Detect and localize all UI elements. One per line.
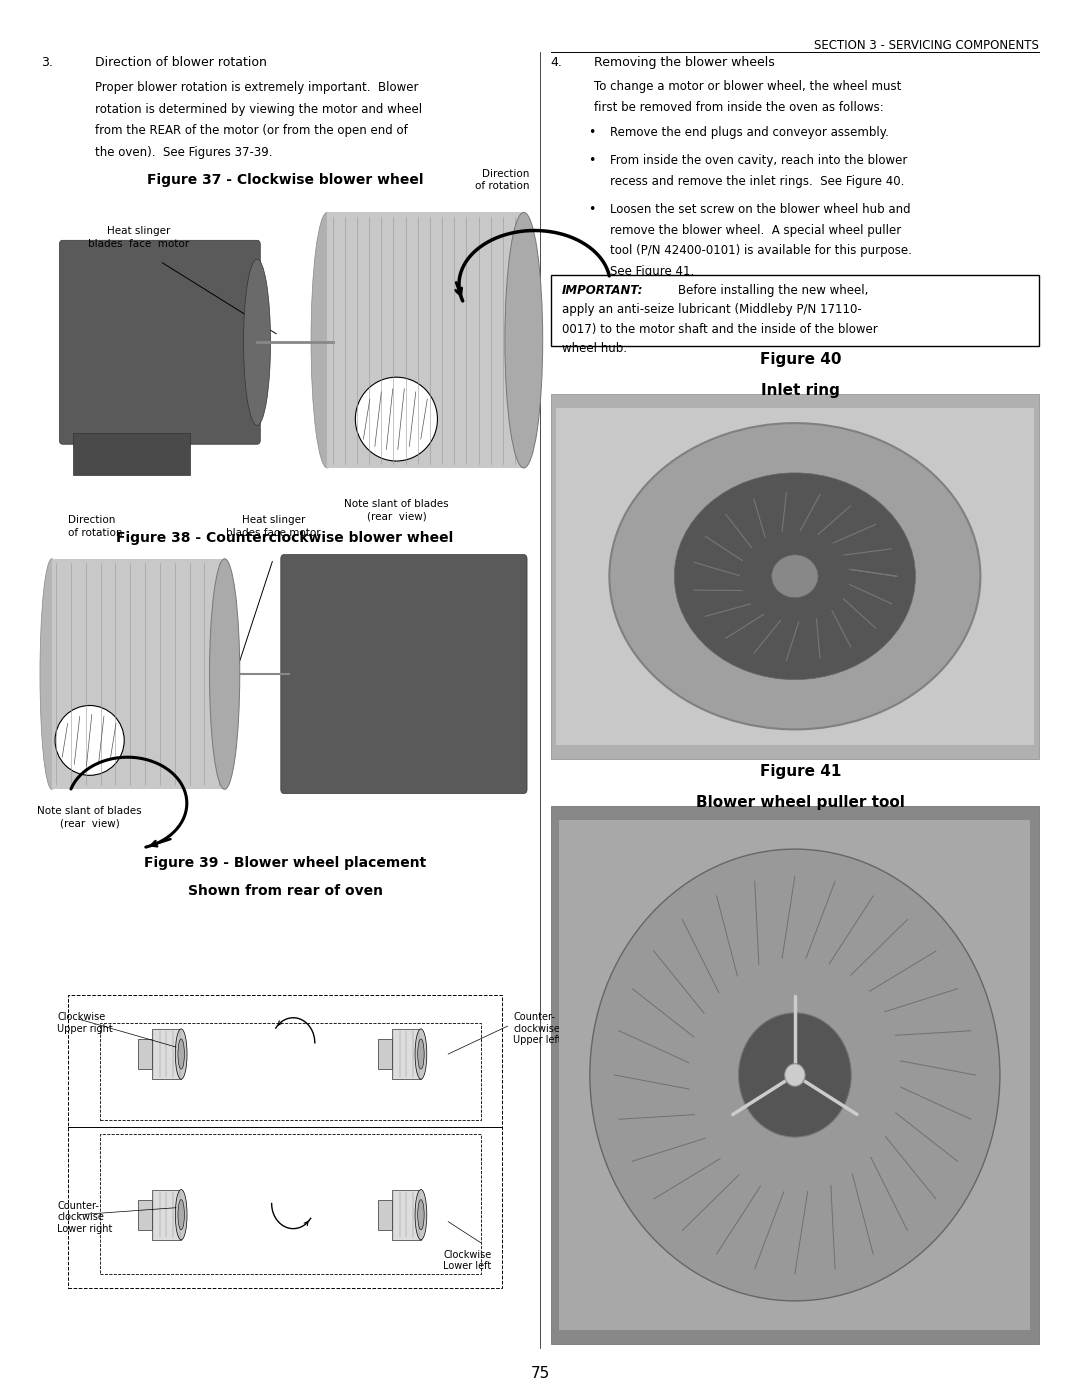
- Text: 0017) to the motor shaft and the inside of the blower: 0017) to the motor shaft and the inside …: [562, 323, 877, 335]
- Text: remove the blower wheel.  A special wheel puller: remove the blower wheel. A special wheel…: [610, 224, 902, 236]
- Text: from the REAR of the motor (or from the open end of: from the REAR of the motor (or from the …: [95, 124, 408, 137]
- Text: Clockwise
Lower left: Clockwise Lower left: [443, 1249, 491, 1271]
- Bar: [152, 1028, 181, 1078]
- Bar: [41, 198, 535, 496]
- Bar: [327, 212, 524, 468]
- Ellipse shape: [178, 1039, 185, 1069]
- Text: 3.: 3.: [41, 56, 53, 68]
- Bar: [551, 394, 1039, 759]
- Text: Loosen the set screw on the blower wheel hub and: Loosen the set screw on the blower wheel…: [610, 203, 910, 215]
- Text: See Figure 41.: See Figure 41.: [610, 265, 694, 278]
- Bar: [100, 1134, 481, 1274]
- Text: Blower wheel puller tool: Blower wheel puller tool: [696, 795, 905, 810]
- Ellipse shape: [175, 1189, 187, 1241]
- Text: Direction
of rotation: Direction of rotation: [475, 169, 529, 191]
- Ellipse shape: [739, 1013, 851, 1137]
- Text: Direction of blower rotation: Direction of blower rotation: [95, 56, 267, 68]
- Text: apply an anti-seize lubricant (Middleby P/N 17110-: apply an anti-seize lubricant (Middleby …: [562, 303, 862, 316]
- Text: Counter-
clockwise
Lower right: Counter- clockwise Lower right: [57, 1200, 112, 1234]
- Text: Inlet ring: Inlet ring: [760, 383, 840, 398]
- Text: 4.: 4.: [551, 56, 563, 68]
- Text: Direction
of rotation: Direction of rotation: [68, 515, 122, 538]
- Text: first be removed from inside the oven as follows:: first be removed from inside the oven as…: [594, 101, 883, 113]
- Ellipse shape: [590, 849, 1000, 1301]
- Bar: [378, 1200, 392, 1229]
- Bar: [556, 408, 1034, 745]
- Bar: [392, 1189, 421, 1241]
- Text: Note slant of blades
(rear  view): Note slant of blades (rear view): [38, 806, 141, 828]
- Text: wheel hub.: wheel hub.: [562, 342, 626, 355]
- Text: •: •: [589, 126, 596, 138]
- Ellipse shape: [175, 1028, 187, 1078]
- Bar: [551, 806, 1039, 1344]
- Ellipse shape: [415, 1189, 427, 1241]
- Text: Proper blower rotation is extremely important.  Blower: Proper blower rotation is extremely impo…: [95, 81, 419, 94]
- Text: Figure 40: Figure 40: [759, 352, 841, 367]
- Ellipse shape: [609, 423, 981, 729]
- Text: •: •: [589, 154, 596, 166]
- Text: Figure 41: Figure 41: [759, 764, 841, 780]
- Text: Note slant of blades
(rear  view): Note slant of blades (rear view): [345, 499, 448, 521]
- Bar: [138, 1039, 152, 1069]
- Text: To change a motor or blower wheel, the wheel must: To change a motor or blower wheel, the w…: [594, 80, 902, 92]
- Text: IMPORTANT:: IMPORTANT:: [562, 284, 643, 296]
- Bar: [152, 1189, 181, 1241]
- Ellipse shape: [504, 212, 542, 468]
- Ellipse shape: [418, 1200, 424, 1229]
- FancyBboxPatch shape: [73, 433, 190, 475]
- Bar: [100, 1023, 481, 1120]
- Bar: [378, 1039, 392, 1069]
- Text: Figure 39 - Blower wheel placement: Figure 39 - Blower wheel placement: [144, 856, 427, 870]
- Ellipse shape: [311, 212, 343, 468]
- Ellipse shape: [415, 1028, 427, 1078]
- Bar: [392, 1028, 421, 1078]
- Ellipse shape: [40, 559, 64, 789]
- Text: •: •: [589, 203, 596, 215]
- Text: SECTION 3 - SERVICING COMPONENTS: SECTION 3 - SERVICING COMPONENTS: [814, 39, 1039, 52]
- Ellipse shape: [244, 260, 271, 426]
- Text: the oven).  See Figures 37-39.: the oven). See Figures 37-39.: [95, 147, 272, 159]
- Text: Heat slinger
blades  face  motor: Heat slinger blades face motor: [87, 226, 189, 249]
- Text: From inside the oven cavity, reach into the blower: From inside the oven cavity, reach into …: [610, 154, 907, 166]
- Text: Shown from rear of oven: Shown from rear of oven: [188, 884, 382, 898]
- Ellipse shape: [210, 559, 240, 789]
- Ellipse shape: [55, 705, 124, 775]
- Ellipse shape: [674, 474, 916, 679]
- Text: tool (P/N 42400-0101) is available for this purpose.: tool (P/N 42400-0101) is available for t…: [610, 244, 913, 257]
- Bar: [68, 995, 502, 1288]
- Text: Figure 37 - Clockwise blower wheel: Figure 37 - Clockwise blower wheel: [147, 173, 423, 187]
- Text: Counter-
clockwise
Upper left: Counter- clockwise Upper left: [513, 1011, 562, 1045]
- Text: recess and remove the inlet rings.  See Figure 40.: recess and remove the inlet rings. See F…: [610, 175, 905, 187]
- Ellipse shape: [355, 377, 437, 461]
- Ellipse shape: [418, 1039, 424, 1069]
- Bar: [52, 559, 225, 789]
- Text: Removing the blower wheels: Removing the blower wheels: [594, 56, 774, 68]
- Bar: [559, 820, 1030, 1330]
- Text: Remove the end plugs and conveyor assembly.: Remove the end plugs and conveyor assemb…: [610, 126, 889, 138]
- Bar: [138, 1200, 152, 1229]
- Text: rotation is determined by viewing the motor and wheel: rotation is determined by viewing the mo…: [95, 103, 422, 116]
- Text: Clockwise
Upper right: Clockwise Upper right: [57, 1011, 113, 1034]
- Text: Before installing the new wheel,: Before installing the new wheel,: [678, 284, 868, 296]
- FancyBboxPatch shape: [59, 240, 260, 444]
- Ellipse shape: [178, 1200, 185, 1229]
- Text: 75: 75: [530, 1366, 550, 1382]
- Text: Figure 38 - Counterclockwise blower wheel: Figure 38 - Counterclockwise blower whee…: [117, 531, 454, 545]
- Bar: [551, 275, 1039, 346]
- Ellipse shape: [785, 1063, 805, 1087]
- Ellipse shape: [772, 555, 818, 598]
- Text: Heat slinger
blades face motor: Heat slinger blades face motor: [226, 515, 321, 538]
- FancyBboxPatch shape: [281, 555, 527, 793]
